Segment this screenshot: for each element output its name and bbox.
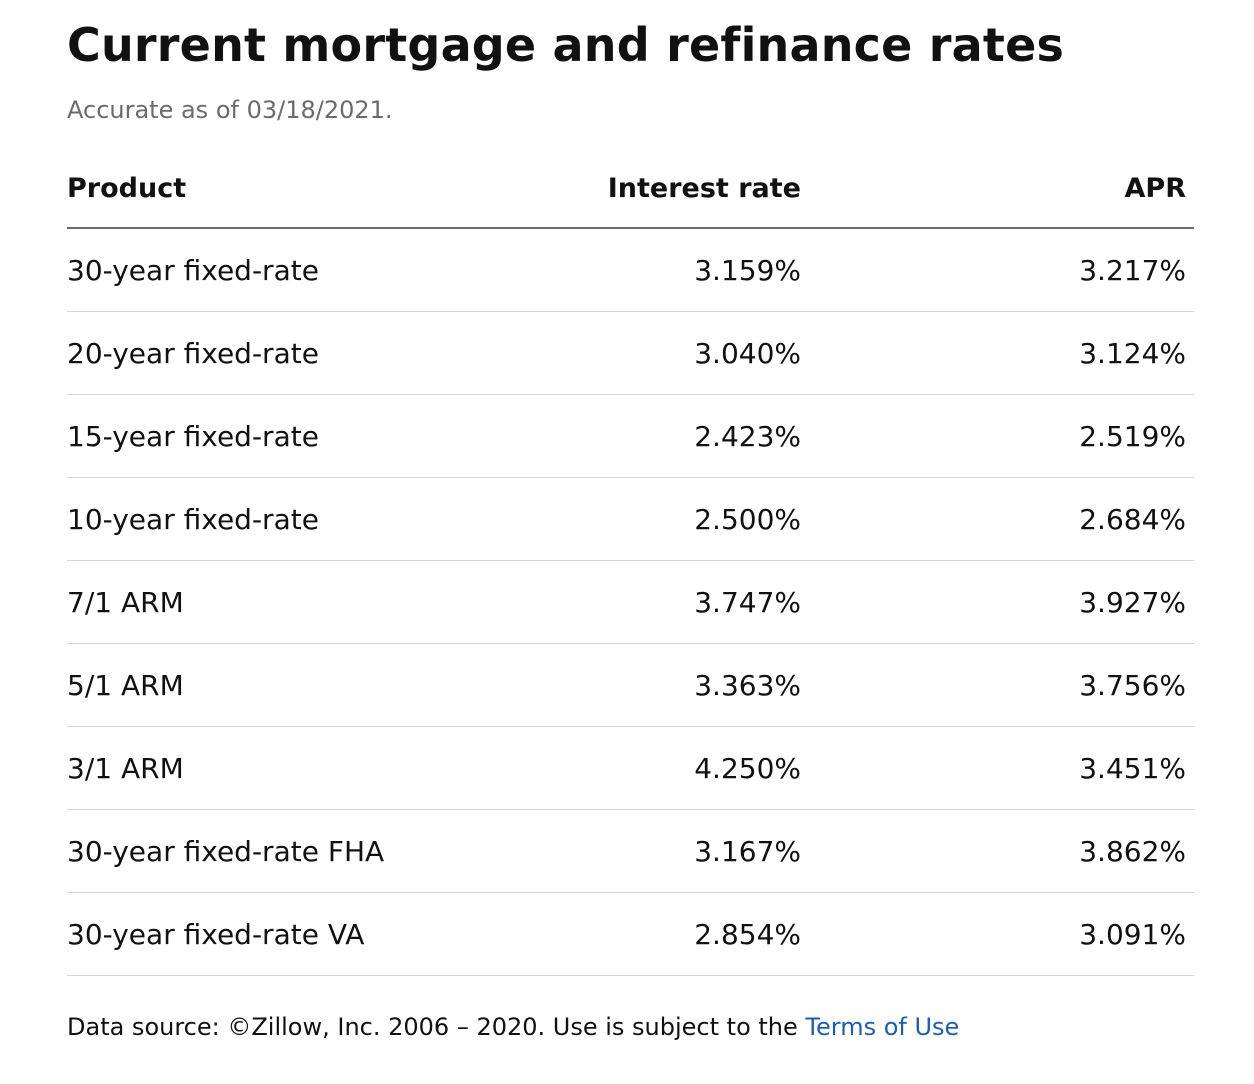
page-title: Current mortgage and refinance rates: [67, 18, 1065, 72]
apr-cell: 3.862%: [801, 809, 1194, 893]
interest-rate-cell: 4.250%: [557, 726, 801, 810]
product-cell: 7/1 ARM: [67, 560, 557, 644]
table-row: 7/1 ARM 3.747% 3.927%: [67, 560, 1194, 644]
apr-cell: 3.927%: [801, 560, 1194, 644]
rates-table: Product Interest rate APR 30-year fixed-…: [67, 149, 1194, 976]
product-cell: 5/1 ARM: [67, 643, 557, 727]
apr-cell: 3.756%: [801, 643, 1194, 727]
interest-rate-cell: 2.854%: [557, 892, 801, 976]
apr-cell: 3.091%: [801, 892, 1194, 976]
product-cell: 30-year fixed-rate FHA: [67, 809, 557, 893]
terms-of-use-link[interactable]: Terms of Use: [805, 1013, 960, 1041]
interest-rate-cell: 2.500%: [557, 477, 801, 561]
table-row: 20-year fixed-rate 3.040% 3.124%: [67, 311, 1194, 395]
column-header-interest-rate: Interest rate: [557, 149, 801, 229]
table-row: 3/1 ARM 4.250% 3.451%: [67, 726, 1194, 810]
column-header-product: Product: [67, 149, 557, 229]
apr-cell: 2.519%: [801, 394, 1194, 478]
apr-cell: 3.124%: [801, 311, 1194, 395]
product-cell: 20-year fixed-rate: [67, 311, 557, 395]
interest-rate-cell: 3.747%: [557, 560, 801, 644]
table-row: 30-year fixed-rate 3.159% 3.217%: [67, 228, 1194, 312]
product-cell: 10-year fixed-rate: [67, 477, 557, 561]
interest-rate-cell: 3.167%: [557, 809, 801, 893]
interest-rate-cell: 3.159%: [557, 228, 801, 312]
apr-cell: 3.451%: [801, 726, 1194, 810]
apr-cell: 2.684%: [801, 477, 1194, 561]
apr-cell: 3.217%: [801, 228, 1194, 312]
product-cell: 30-year fixed-rate VA: [67, 892, 557, 976]
product-cell: 15-year fixed-rate: [67, 394, 557, 478]
interest-rate-cell: 2.423%: [557, 394, 801, 478]
product-cell: 3/1 ARM: [67, 726, 557, 810]
accuracy-date: Accurate as of 03/18/2021.: [67, 96, 393, 124]
table-row: 10-year fixed-rate 2.500% 2.684%: [67, 477, 1194, 561]
interest-rate-cell: 3.040%: [557, 311, 801, 395]
data-source-text: Data source: ©Zillow, Inc. 2006 – 2020. …: [67, 1013, 806, 1041]
product-cell: 30-year fixed-rate: [67, 228, 557, 312]
table-row: 30-year fixed-rate FHA 3.167% 3.862%: [67, 809, 1194, 893]
table-row: 30-year fixed-rate VA 2.854% 3.091%: [67, 892, 1194, 976]
interest-rate-cell: 3.363%: [557, 643, 801, 727]
column-header-apr: APR: [801, 149, 1194, 229]
table-row: 5/1 ARM 3.363% 3.756%: [67, 643, 1194, 727]
data-source-note: Data source: ©Zillow, Inc. 2006 – 2020. …: [67, 1013, 959, 1041]
table-row: 15-year fixed-rate 2.423% 2.519%: [67, 394, 1194, 478]
table-header-row: Product Interest rate APR: [67, 149, 1194, 229]
